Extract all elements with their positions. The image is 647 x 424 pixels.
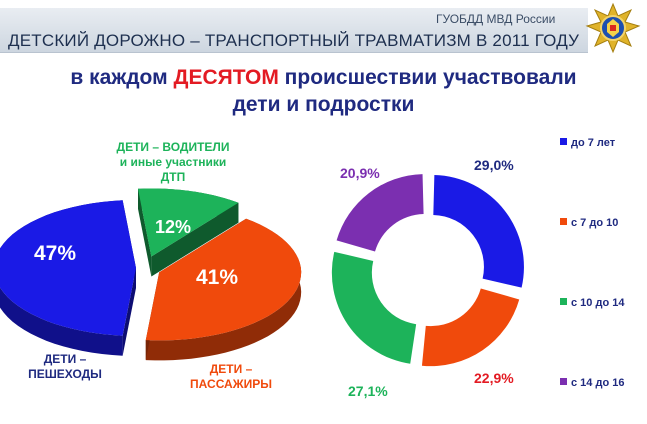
legend-item-14-16: с 14 до 16	[560, 377, 624, 389]
pie-category-drivers: ДЕТИ – ВОДИТЕЛИ и иные участники ДТП	[108, 140, 238, 185]
pie-category-passengers: ДЕТИ – ПАССАЖИРЫ	[176, 362, 286, 392]
donut-segment-under-7	[433, 174, 524, 288]
headline: в каждом ДЕСЯТОМ происшествии участвовал…	[0, 64, 647, 118]
donut-label-7-10: 22,9%	[474, 370, 514, 386]
pie-value-label-passengers: 41%	[196, 266, 239, 289]
pie-slice-top-pedestrians	[0, 200, 136, 336]
donut-label-under-7: 29,0%	[474, 157, 514, 173]
pie-category-drivers-line-1: ДЕТИ – ВОДИТЕЛИ	[116, 140, 230, 154]
headline-after: происшествии участвовали	[278, 66, 577, 89]
pie-slice-pedestrians	[0, 200, 136, 356]
pie-category-passengers-line-1: ДЕТИ –	[209, 362, 253, 376]
legend-label-14-16: с 14 до 16	[571, 377, 625, 389]
pie-slice-side-passengers	[145, 218, 302, 361]
pie-slice-drivers	[137, 188, 239, 277]
legend-label-under-7: до 7 лет	[571, 137, 616, 149]
age-donut-chart	[331, 174, 524, 367]
traffic-police-emblem-icon	[585, 2, 641, 54]
pie-category-passengers-line-2: ПАССАЖИРЫ	[190, 377, 272, 391]
pie-value-label-pedestrians: 47%	[34, 242, 77, 265]
organization-name: ГУОБДД МВД России	[436, 12, 556, 26]
pie-category-pedestrians-line-1: ДЕТИ –	[43, 352, 87, 366]
donut-label-10-14: 27,1%	[348, 383, 388, 399]
pie-slice-top-drivers	[138, 188, 239, 257]
pie-slice-top-passengers	[145, 218, 302, 341]
pie-category-pedestrians-line-2: ПЕШЕХОДЫ	[28, 367, 102, 381]
pie-category-drivers-line-3: ДТП	[160, 170, 186, 184]
pie-value-label-drivers: 12%	[155, 217, 192, 237]
donut-segment-7-10	[421, 288, 520, 367]
donut-segment-14-16	[336, 174, 424, 252]
legend-swatch-7-10	[560, 218, 567, 225]
headline-before: в каждом	[70, 66, 174, 89]
legend-swatch-10-14	[560, 298, 567, 305]
headline-accent: ДЕСЯТОМ	[173, 66, 279, 89]
legend-swatch-under-7	[560, 138, 567, 145]
pie-slice-edge-pedestrians	[122, 268, 136, 356]
legend-label-10-14: с 10 до 14	[571, 297, 625, 309]
legend-item-7-10: с 7 до 10	[560, 217, 618, 229]
pie-category-pedestrians: ДЕТИ – ПЕШЕХОДЫ	[20, 352, 110, 382]
headline-line-1: в каждом ДЕСЯТОМ происшествии участвовал…	[0, 64, 647, 91]
page-title: ДЕТСКИЙ ДОРОЖНО – ТРАНСПОРТНЫЙ ТРАВМАТИЗ…	[8, 31, 580, 50]
donut-label-14-16: 20,9%	[340, 165, 380, 181]
legend-label-7-10: с 7 до 10	[571, 217, 619, 229]
pie-slice-edge2-drivers	[151, 202, 239, 277]
headline-line-2: дети и подростки	[232, 93, 415, 116]
legend-item-10-14: с 10 до 14	[560, 297, 624, 309]
header-banner: ГУОБДД МВД России ДЕТСКИЙ ДОРОЖНО – ТРАН…	[0, 8, 588, 53]
legend-swatch-14-16	[560, 378, 567, 385]
pie-category-drivers-line-2: и иные участники	[119, 155, 227, 169]
participants-3d-pie	[0, 188, 302, 361]
donut-segment-10-14	[331, 251, 417, 364]
legend-item-under-7: до 7 лет	[560, 137, 615, 149]
pie-slice-passengers	[145, 218, 302, 361]
pie-slice-edge-drivers	[137, 188, 152, 277]
